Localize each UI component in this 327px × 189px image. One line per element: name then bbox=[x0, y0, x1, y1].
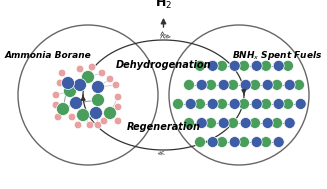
Circle shape bbox=[271, 118, 283, 129]
Circle shape bbox=[251, 98, 262, 109]
Circle shape bbox=[207, 98, 218, 109]
Circle shape bbox=[251, 60, 262, 71]
Circle shape bbox=[52, 91, 60, 99]
Circle shape bbox=[250, 79, 261, 90]
Circle shape bbox=[88, 63, 96, 71]
Circle shape bbox=[90, 106, 102, 119]
Circle shape bbox=[61, 77, 75, 90]
Circle shape bbox=[238, 60, 250, 71]
Circle shape bbox=[81, 70, 95, 84]
Circle shape bbox=[106, 75, 114, 83]
Circle shape bbox=[295, 98, 306, 109]
Circle shape bbox=[92, 81, 105, 94]
Circle shape bbox=[294, 79, 304, 90]
Circle shape bbox=[240, 79, 251, 90]
Circle shape bbox=[195, 60, 205, 71]
Circle shape bbox=[76, 65, 84, 73]
Circle shape bbox=[283, 98, 294, 109]
Circle shape bbox=[262, 118, 273, 129]
Circle shape bbox=[205, 79, 216, 90]
Circle shape bbox=[70, 97, 82, 109]
Circle shape bbox=[114, 117, 122, 125]
Circle shape bbox=[261, 137, 271, 148]
Text: Ammonia Borane: Ammonia Borane bbox=[5, 51, 92, 60]
Circle shape bbox=[58, 69, 66, 77]
Circle shape bbox=[74, 78, 87, 91]
Circle shape bbox=[216, 137, 228, 148]
Circle shape bbox=[250, 118, 261, 129]
Text: ≪: ≪ bbox=[157, 150, 165, 158]
Circle shape bbox=[261, 60, 271, 71]
Circle shape bbox=[205, 118, 216, 129]
Circle shape bbox=[284, 79, 295, 90]
Circle shape bbox=[273, 137, 284, 148]
Circle shape bbox=[100, 117, 108, 125]
Circle shape bbox=[228, 118, 238, 129]
Circle shape bbox=[284, 118, 295, 129]
Circle shape bbox=[273, 60, 284, 71]
Circle shape bbox=[251, 137, 262, 148]
Text: Regeneration: Regeneration bbox=[127, 122, 200, 132]
Circle shape bbox=[92, 94, 105, 106]
Circle shape bbox=[94, 121, 102, 129]
Circle shape bbox=[77, 108, 90, 122]
Text: ≫: ≫ bbox=[163, 33, 171, 41]
Circle shape bbox=[98, 69, 106, 77]
Circle shape bbox=[229, 60, 240, 71]
Circle shape bbox=[262, 79, 273, 90]
Circle shape bbox=[218, 79, 229, 90]
Circle shape bbox=[228, 79, 238, 90]
Circle shape bbox=[74, 121, 82, 129]
Circle shape bbox=[216, 98, 228, 109]
Circle shape bbox=[112, 81, 120, 89]
Circle shape bbox=[52, 101, 60, 109]
Circle shape bbox=[195, 137, 205, 148]
Circle shape bbox=[183, 118, 195, 129]
Circle shape bbox=[283, 60, 294, 71]
Circle shape bbox=[63, 84, 77, 98]
Circle shape bbox=[56, 79, 64, 87]
Text: H$_2$: H$_2$ bbox=[155, 0, 172, 11]
Circle shape bbox=[238, 137, 250, 148]
Circle shape bbox=[240, 118, 251, 129]
Circle shape bbox=[68, 113, 76, 121]
Circle shape bbox=[218, 118, 229, 129]
Text: BNH$_x$ Spent Fuels: BNH$_x$ Spent Fuels bbox=[232, 49, 322, 62]
Circle shape bbox=[196, 79, 207, 90]
Circle shape bbox=[54, 113, 62, 121]
Circle shape bbox=[238, 98, 250, 109]
Circle shape bbox=[183, 79, 195, 90]
Circle shape bbox=[195, 98, 205, 109]
Circle shape bbox=[86, 121, 94, 129]
Text: ≫: ≫ bbox=[159, 30, 168, 38]
Circle shape bbox=[229, 98, 240, 109]
Circle shape bbox=[196, 118, 207, 129]
Circle shape bbox=[114, 93, 122, 101]
Text: Dehydrogenation: Dehydrogenation bbox=[116, 60, 211, 70]
Circle shape bbox=[229, 137, 240, 148]
Circle shape bbox=[114, 103, 122, 111]
Circle shape bbox=[273, 98, 284, 109]
Circle shape bbox=[57, 102, 70, 115]
Circle shape bbox=[185, 98, 196, 109]
Circle shape bbox=[261, 98, 271, 109]
Circle shape bbox=[207, 60, 218, 71]
Circle shape bbox=[271, 79, 283, 90]
Circle shape bbox=[216, 60, 228, 71]
Circle shape bbox=[207, 137, 218, 148]
Circle shape bbox=[173, 98, 183, 109]
Circle shape bbox=[104, 106, 116, 119]
